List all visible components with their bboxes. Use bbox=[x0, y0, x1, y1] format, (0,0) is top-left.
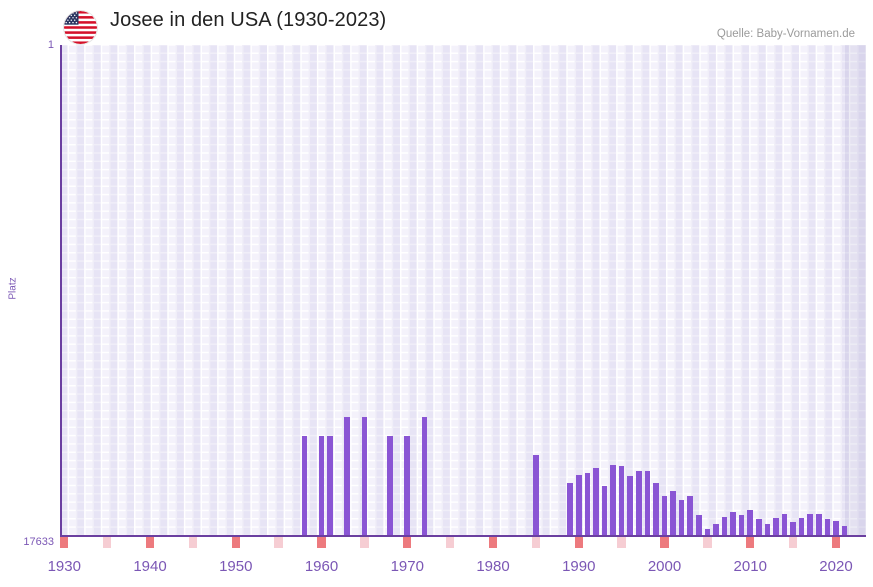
bar-1991[interactable] bbox=[584, 473, 591, 537]
bar-1995[interactable] bbox=[618, 466, 625, 537]
x-tick-label-1970: 1970 bbox=[390, 558, 424, 575]
x-tick-label-1930: 1930 bbox=[47, 558, 81, 575]
chart-title: Josee in den USA (1930-2023) bbox=[110, 9, 387, 31]
x-tick-mark-1990 bbox=[574, 537, 583, 548]
bar-1997[interactable] bbox=[635, 470, 642, 537]
x-tick-mark-1945 bbox=[188, 537, 198, 548]
bar-2014[interactable] bbox=[781, 513, 788, 537]
bar-1960[interactable] bbox=[318, 435, 325, 537]
bar-2007[interactable] bbox=[721, 516, 728, 537]
x-tick-mark-1930 bbox=[60, 537, 69, 548]
plot-area bbox=[60, 45, 866, 537]
y-axis-line bbox=[60, 45, 62, 537]
x-tick-mark-1960 bbox=[317, 537, 326, 548]
x-tick-mark-1975 bbox=[445, 537, 455, 548]
x-tick-mark-1980 bbox=[488, 537, 498, 548]
x-tick-label-1960: 1960 bbox=[304, 558, 339, 575]
bar-2011[interactable] bbox=[756, 519, 762, 537]
x-tick-label-1990: 1990 bbox=[562, 558, 596, 575]
x-tick-mark-1955 bbox=[274, 537, 283, 548]
x-tick-mark-1950 bbox=[231, 537, 240, 548]
source-attribution: Quelle: Baby-Vornamen.de bbox=[716, 28, 855, 40]
bar-2010[interactable] bbox=[747, 509, 754, 537]
grid-bands bbox=[60, 45, 866, 537]
bar-2018[interactable] bbox=[816, 513, 822, 537]
bar-2002[interactable] bbox=[678, 499, 685, 537]
bar-2005[interactable] bbox=[704, 529, 711, 537]
bar-1985[interactable] bbox=[533, 455, 539, 537]
bar-2001[interactable] bbox=[670, 491, 676, 537]
bar-2012[interactable] bbox=[764, 523, 771, 537]
x-axis-line bbox=[60, 535, 866, 537]
x-tick-label-1980: 1980 bbox=[476, 558, 510, 575]
y-axis-title: Platz bbox=[7, 277, 19, 300]
x-tick-mark-1965 bbox=[360, 537, 369, 548]
x-tick-mark-1940 bbox=[145, 537, 155, 548]
bar-2020[interactable] bbox=[833, 520, 839, 537]
bar-2000[interactable] bbox=[661, 495, 668, 537]
x-tick-mark-2005 bbox=[703, 537, 712, 548]
x-tick-mark-1995 bbox=[617, 537, 626, 548]
y-axis-top-label: 1 bbox=[47, 39, 54, 51]
x-tick-label-2020: 2020 bbox=[819, 558, 853, 575]
bar-1999[interactable] bbox=[653, 483, 659, 537]
bar-1958[interactable] bbox=[301, 435, 308, 537]
x-tick-mark-2010 bbox=[746, 537, 755, 548]
x-tick-label-1950: 1950 bbox=[219, 558, 253, 575]
bar-1998[interactable] bbox=[644, 470, 651, 537]
bar-1994[interactable] bbox=[610, 464, 616, 537]
x-tick-mark-1985 bbox=[531, 537, 541, 548]
bar-2008[interactable] bbox=[730, 512, 736, 537]
x-tick-label-2010: 2010 bbox=[733, 558, 767, 575]
chart-header: Josee in den USA (1930-2023) Quelle: Bab… bbox=[0, 0, 873, 44]
bar-2015[interactable] bbox=[790, 522, 796, 537]
bar-1965[interactable] bbox=[361, 417, 368, 537]
bar-1992[interactable] bbox=[593, 467, 599, 537]
bar-2006[interactable] bbox=[713, 523, 719, 537]
x-tick-mark-2000 bbox=[660, 537, 669, 548]
x-tick-mark-2020 bbox=[831, 537, 841, 548]
bar-1993[interactable] bbox=[601, 485, 608, 537]
bar-1996[interactable] bbox=[627, 476, 633, 537]
bar-2009[interactable] bbox=[738, 515, 745, 537]
bar-2004[interactable] bbox=[695, 515, 702, 537]
grid-lines bbox=[60, 45, 866, 537]
y-axis-bottom-label: 17633 bbox=[23, 536, 54, 548]
forecast-shaded-region bbox=[844, 45, 866, 537]
bar-2019[interactable] bbox=[824, 519, 831, 537]
bar-1990[interactable] bbox=[575, 474, 582, 537]
bar-1972[interactable] bbox=[421, 417, 428, 537]
x-tick-label-1940: 1940 bbox=[133, 558, 167, 575]
bar-1989[interactable] bbox=[567, 483, 573, 537]
bar-2021[interactable] bbox=[841, 526, 848, 537]
x-tick-mark-1970 bbox=[403, 537, 412, 548]
x-tick-mark-2015 bbox=[788, 537, 798, 548]
us-flag-icon bbox=[64, 11, 97, 44]
bar-1963[interactable] bbox=[344, 417, 351, 537]
bar-1961[interactable] bbox=[327, 435, 333, 537]
bar-2016[interactable] bbox=[798, 517, 805, 537]
bar-1970[interactable] bbox=[404, 435, 411, 537]
bar-2017[interactable] bbox=[807, 513, 814, 537]
x-tick-label-2000: 2000 bbox=[647, 558, 682, 575]
x-tick-mark-1935 bbox=[103, 537, 112, 548]
bar-2013[interactable] bbox=[773, 517, 779, 537]
bar-1968[interactable] bbox=[387, 435, 393, 537]
bar-2003[interactable] bbox=[687, 495, 694, 537]
